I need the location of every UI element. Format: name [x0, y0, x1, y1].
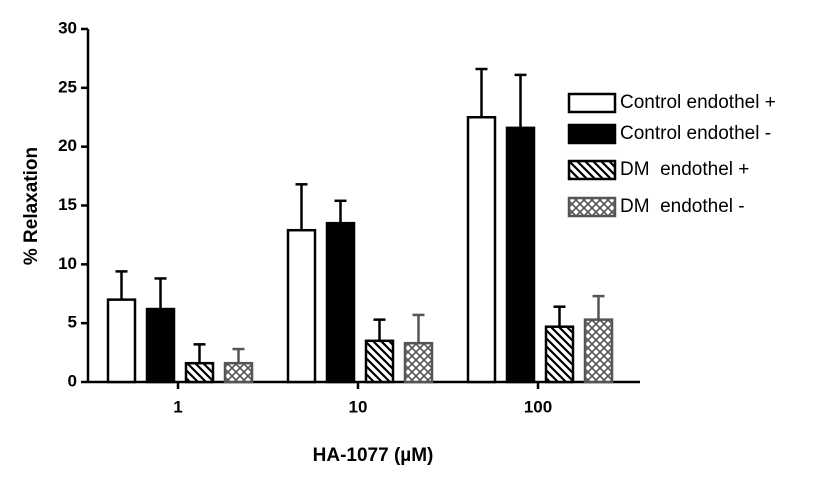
legend-swatch [567, 123, 617, 145]
legend-label: DM endothel - [620, 196, 745, 217]
legend-label: DM endothel + [620, 159, 749, 180]
legend-label: Control endothel + [620, 92, 776, 113]
bar [466, 116, 497, 384]
y-axis-title: % Relaxation [21, 147, 42, 265]
bar [544, 325, 575, 384]
y-tick-label: 10 [58, 254, 77, 273]
bar [583, 318, 614, 384]
bar [223, 361, 254, 384]
legend-swatch [567, 92, 617, 114]
y-tick-label: 25 [58, 77, 77, 96]
y-tick-label: 30 [58, 18, 77, 37]
legend-swatch [567, 196, 617, 218]
bar [106, 298, 137, 384]
y-tick-label: 5 [68, 313, 77, 332]
x-tick-label: 100 [524, 397, 552, 416]
y-tick-label: 15 [58, 195, 77, 214]
x-tick-label: 1 [173, 397, 182, 416]
bar [403, 341, 434, 384]
legend-label: Control endothel - [620, 123, 771, 144]
bar [184, 361, 215, 384]
y-tick-label: 20 [58, 136, 77, 155]
x-axis-title: HA-1077 (µM) [313, 445, 434, 466]
x-tick-label: 10 [349, 397, 368, 416]
bar [505, 126, 536, 384]
bar [145, 307, 176, 384]
bar [325, 221, 356, 384]
bar [286, 228, 317, 384]
bar [364, 339, 395, 384]
legend-swatch [567, 159, 617, 181]
y-tick-label: 0 [68, 371, 77, 390]
